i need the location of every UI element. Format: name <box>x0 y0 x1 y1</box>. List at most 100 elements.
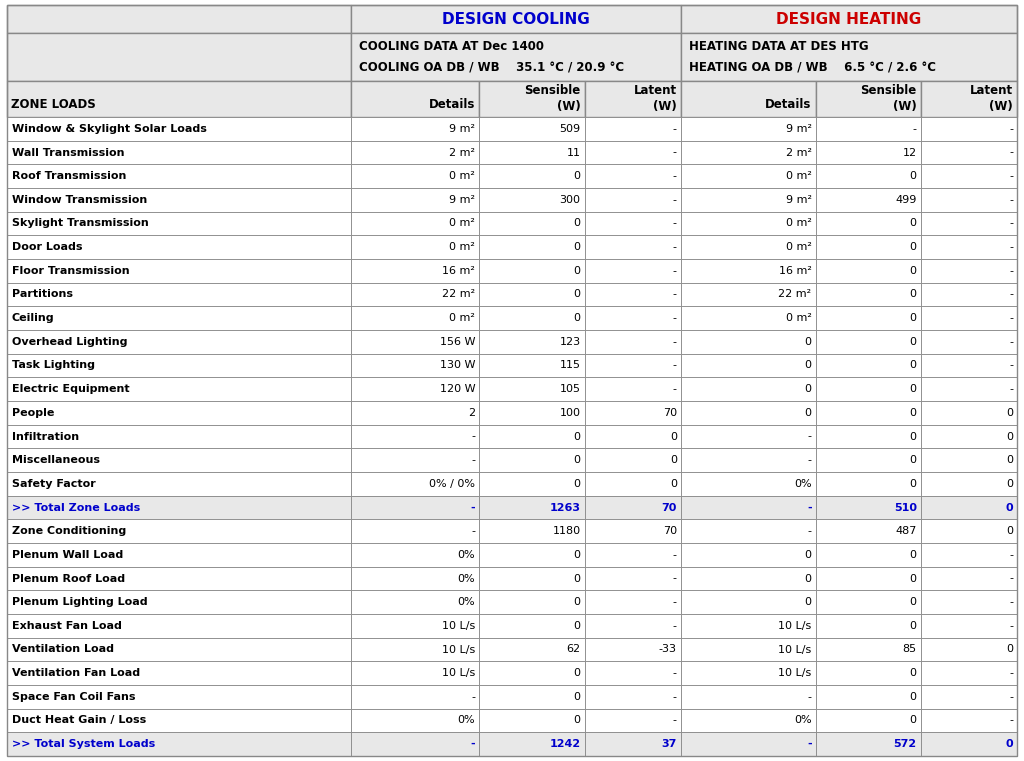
Bar <box>351 685 479 708</box>
Bar <box>921 354 1017 377</box>
Bar <box>7 377 351 401</box>
Bar <box>7 425 351 448</box>
Bar <box>681 519 815 543</box>
Text: -: - <box>673 148 677 158</box>
Text: -: - <box>673 289 677 300</box>
Text: -: - <box>673 384 677 394</box>
Text: -: - <box>1009 692 1013 702</box>
Text: 0: 0 <box>1006 455 1013 465</box>
Bar <box>681 330 815 354</box>
Bar <box>681 117 815 141</box>
Text: 62: 62 <box>566 645 581 654</box>
Bar <box>681 259 815 282</box>
Text: 0 m²: 0 m² <box>785 171 811 181</box>
Bar <box>351 235 479 259</box>
Bar <box>7 591 351 614</box>
Bar <box>7 661 351 685</box>
Text: -: - <box>673 361 677 371</box>
Text: 0: 0 <box>909 668 916 678</box>
Text: Sensible: Sensible <box>524 84 581 97</box>
Text: -: - <box>1009 148 1013 158</box>
Bar <box>351 614 479 638</box>
Text: 0: 0 <box>909 171 916 181</box>
Text: -: - <box>1009 171 1013 181</box>
Bar <box>7 685 351 708</box>
Text: 0: 0 <box>805 597 811 607</box>
Text: >> Total Zone Loads: >> Total Zone Loads <box>12 502 140 512</box>
Bar <box>585 212 681 235</box>
Bar <box>681 212 815 235</box>
Text: Details: Details <box>765 98 811 111</box>
Text: 0: 0 <box>670 479 677 489</box>
Text: 0: 0 <box>573 715 581 725</box>
Text: 10 L/s: 10 L/s <box>778 645 811 654</box>
Text: 487: 487 <box>895 526 916 537</box>
Text: -: - <box>808 692 811 702</box>
Text: 22 m²: 22 m² <box>778 289 811 300</box>
Bar <box>7 307 351 330</box>
Bar <box>815 212 921 235</box>
Bar <box>815 661 921 685</box>
Bar <box>479 732 585 756</box>
Text: 70: 70 <box>663 526 677 537</box>
Text: -: - <box>808 526 811 537</box>
Text: -: - <box>471 431 475 441</box>
Bar <box>7 117 351 141</box>
Text: 16 m²: 16 m² <box>442 266 475 275</box>
Bar <box>351 732 479 756</box>
Text: -: - <box>1009 289 1013 300</box>
Text: HEATING OA DB / WB    6.5 °C / 2.6 °C: HEATING OA DB / WB 6.5 °C / 2.6 °C <box>689 61 936 74</box>
Text: 0: 0 <box>909 242 916 252</box>
Bar <box>351 141 479 164</box>
Bar <box>479 330 585 354</box>
Text: Space Fan Coil Fans: Space Fan Coil Fans <box>12 692 135 702</box>
Text: 0: 0 <box>1006 645 1013 654</box>
Text: 0: 0 <box>573 242 581 252</box>
Bar <box>921 661 1017 685</box>
Bar <box>815 543 921 567</box>
Text: -: - <box>1009 218 1013 228</box>
Text: 105: 105 <box>559 384 581 394</box>
Bar <box>7 235 351 259</box>
Text: 0 m²: 0 m² <box>785 242 811 252</box>
Text: 0 m²: 0 m² <box>450 242 475 252</box>
Bar <box>7 472 351 495</box>
Bar <box>479 235 585 259</box>
Text: 10 L/s: 10 L/s <box>442 621 475 631</box>
Bar <box>7 638 351 661</box>
Bar <box>585 708 681 732</box>
Bar <box>815 141 921 164</box>
Bar <box>921 81 1017 117</box>
Bar <box>921 495 1017 519</box>
Bar <box>815 708 921 732</box>
Bar <box>351 33 681 81</box>
Text: 0: 0 <box>573 455 581 465</box>
Text: Duct Heat Gain / Loss: Duct Heat Gain / Loss <box>12 715 146 725</box>
Bar <box>815 164 921 188</box>
Bar <box>479 81 585 117</box>
Text: -: - <box>673 715 677 725</box>
Bar <box>351 164 479 188</box>
Bar <box>7 212 351 235</box>
Text: -: - <box>673 171 677 181</box>
Text: 37: 37 <box>662 739 677 749</box>
Bar <box>921 188 1017 212</box>
Bar <box>681 708 815 732</box>
Text: -: - <box>1009 574 1013 584</box>
Text: -: - <box>673 692 677 702</box>
Text: 0: 0 <box>909 431 916 441</box>
Bar <box>681 354 815 377</box>
Text: -: - <box>1009 715 1013 725</box>
Text: 0: 0 <box>909 597 916 607</box>
Text: Electric Equipment: Electric Equipment <box>12 384 130 394</box>
Bar <box>815 472 921 495</box>
Bar <box>479 661 585 685</box>
Text: -: - <box>673 668 677 678</box>
Bar <box>479 591 585 614</box>
Text: 0 m²: 0 m² <box>785 314 811 323</box>
Bar <box>479 141 585 164</box>
Bar <box>7 519 351 543</box>
Text: -: - <box>471 739 475 749</box>
Bar <box>815 448 921 472</box>
Text: Ventilation Load: Ventilation Load <box>12 645 114 654</box>
